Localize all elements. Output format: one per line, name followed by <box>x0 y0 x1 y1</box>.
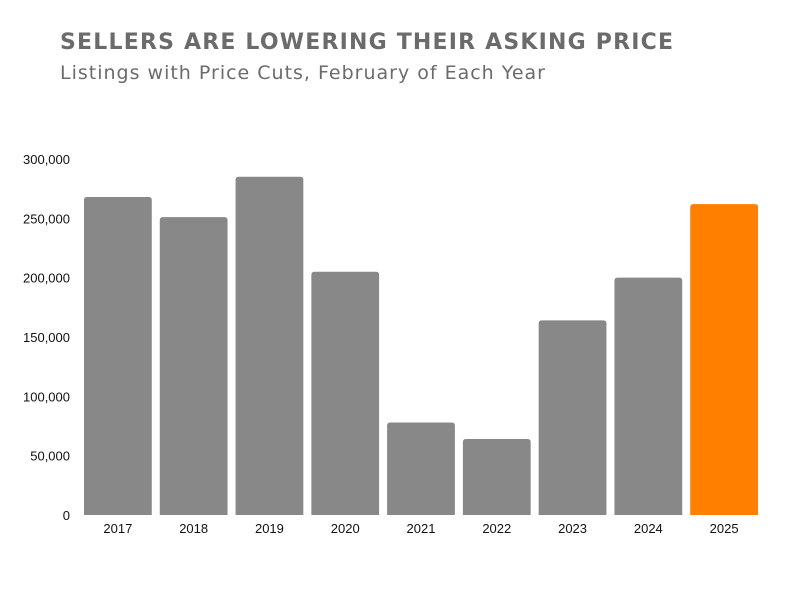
bar-2024 <box>614 277 683 515</box>
bar-2021 <box>387 422 455 515</box>
x-tick-label: 2018 <box>179 521 208 536</box>
y-axis: 0 50,000 100,000 150,000 200,000 250,000 300,0… <box>23 152 70 523</box>
chart-subtitle: Listings with Price Cuts, February of Ea… <box>60 62 546 84</box>
bar-2018 <box>159 217 228 515</box>
bar-2025 <box>690 204 758 516</box>
y-tick-label: 0 <box>63 508 70 523</box>
bar-2023 <box>538 320 607 515</box>
x-tick-label: 2025 <box>710 521 739 536</box>
y-tick-label: 50,000 <box>30 449 70 464</box>
y-tick-label: 250,000 <box>23 211 70 226</box>
chart-title: SELLERS ARE LOWERING THEIR ASKING PRICE <box>60 30 675 55</box>
bars <box>84 176 758 516</box>
y-tick-label: 100,000 <box>23 389 70 404</box>
bar-2022 <box>462 439 531 515</box>
y-tick-label: 300,000 <box>23 152 70 167</box>
x-tick-label: 2023 <box>558 521 587 536</box>
x-tick-label: 2017 <box>103 521 132 536</box>
x-tick-label: 2021 <box>407 521 436 536</box>
x-tick-label: 2019 <box>255 521 284 536</box>
bar-2017 <box>84 196 152 515</box>
y-tick-label: 150,000 <box>23 330 70 345</box>
bar-2020 <box>311 271 380 515</box>
x-tick-label: 2024 <box>634 521 663 536</box>
y-tick-label: 200,000 <box>23 271 70 286</box>
x-tick-label: 2020 <box>331 521 360 536</box>
x-tick-label: 2022 <box>482 521 511 536</box>
x-axis: 2017 2018 2019 2020 2021 2022 2023 2024 2025 <box>103 521 738 536</box>
bar-2019 <box>235 176 304 516</box>
